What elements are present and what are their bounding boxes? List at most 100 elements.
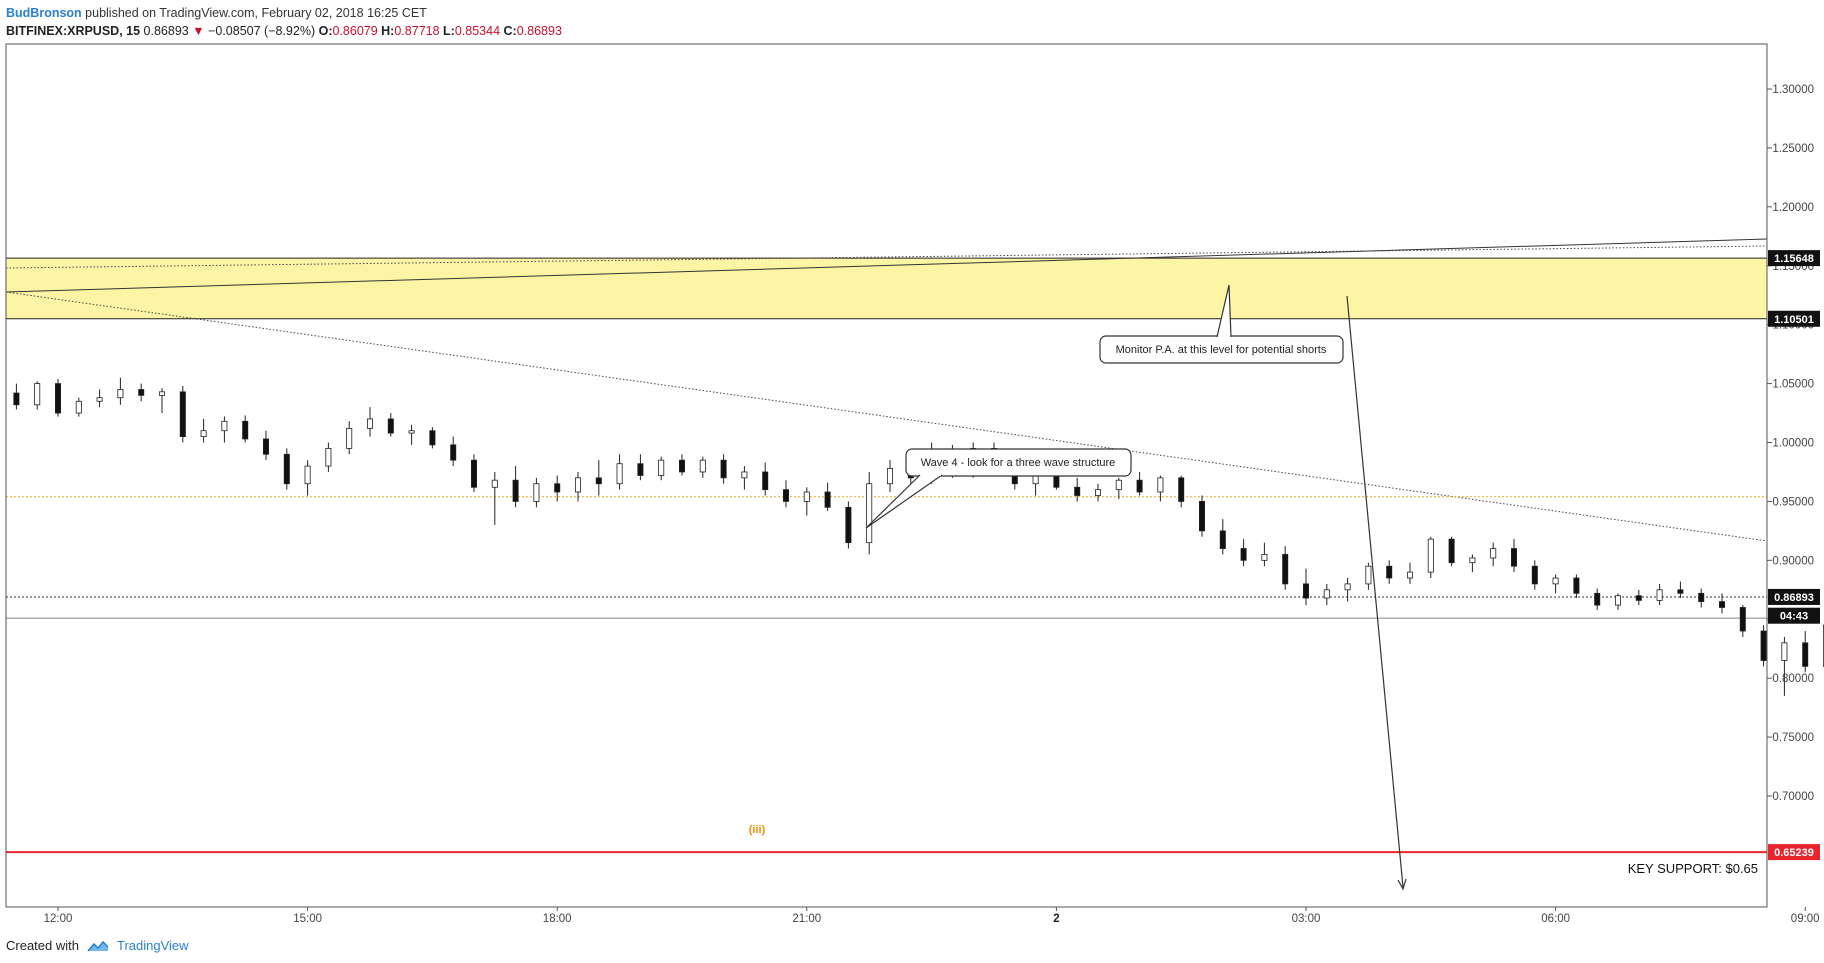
resistance-zone[interactable] <box>6 258 1767 319</box>
candle-body <box>658 459 665 476</box>
candle-body <box>1303 583 1310 599</box>
axes-layer: 1.300001.250001.200001.150001.100001.050… <box>5 43 1820 925</box>
x-tick-label: 2 <box>1053 913 1059 925</box>
callout-wave4-box[interactable] <box>905 448 1132 477</box>
callout-wave4-pointer <box>865 474 943 529</box>
candle-body <box>845 506 852 544</box>
candle-body <box>1635 595 1642 601</box>
y-tick-label: 1.00000 <box>1772 438 1814 450</box>
candle-body <box>616 463 623 485</box>
y-tick-label: 0.70000 <box>1772 791 1814 803</box>
x-tick-label: 09:00 <box>1791 913 1820 925</box>
candle-body <box>200 430 207 438</box>
candle-body <box>699 459 706 473</box>
wave-iii-label: (iii) <box>749 824 766 836</box>
price-change: −0.08507 (−8.92%) <box>208 24 316 38</box>
zone-layer <box>6 257 1767 320</box>
candle-body <box>262 438 269 455</box>
callout-monitor-pointer <box>1216 284 1232 338</box>
candle-body <box>1323 589 1330 599</box>
candle-body <box>1739 607 1746 632</box>
high-label: H: <box>381 24 395 38</box>
candle-body <box>1074 486 1081 496</box>
candle-body <box>1219 530 1226 549</box>
candle-body <box>55 383 62 414</box>
candle-body <box>429 430 436 446</box>
candle-body <box>491 479 498 488</box>
y-tick-label: 0.90000 <box>1772 555 1814 567</box>
candle-body <box>408 430 415 434</box>
author-link[interactable]: BudBronson <box>6 6 82 20</box>
candle-body <box>1407 571 1414 579</box>
y-tick-label: 1.05000 <box>1772 379 1814 391</box>
created-with-text: Created with <box>6 938 79 953</box>
y-tick-label: 0.95000 <box>1772 496 1814 508</box>
tradingview-link[interactable]: TradingView <box>116 938 189 953</box>
rising-dotted-trendline[interactable] <box>5 245 1768 269</box>
candle-body <box>1656 589 1663 601</box>
open-label: O: <box>318 24 333 38</box>
candle-body <box>1344 583 1351 591</box>
candle-body <box>179 391 186 438</box>
projection-arrow-line[interactable] <box>1346 295 1404 888</box>
published-text: published on TradingView.com, February 0… <box>85 6 427 20</box>
candle-body <box>575 477 582 493</box>
candle-body <box>470 459 477 488</box>
candle-body <box>1615 595 1622 606</box>
rising-trendline[interactable] <box>5 238 1768 293</box>
candle-body <box>866 483 873 544</box>
y-tick-label: 0.75000 <box>1772 732 1814 744</box>
arrow-head-icon <box>1397 878 1407 891</box>
candle-body <box>1115 479 1122 491</box>
close-label: C: <box>503 24 517 38</box>
candle-body <box>1781 642 1788 661</box>
candle-body <box>1261 554 1268 561</box>
key-support-label: KEY SUPPORT: $0.65 <box>1628 861 1758 876</box>
candle-body <box>762 471 769 491</box>
y-tick-label: 0.80000 <box>1772 673 1814 685</box>
x-tick-label: 03:00 <box>1292 913 1321 925</box>
x-tick-label: 06:00 <box>1541 913 1570 925</box>
candle-body <box>1698 592 1705 602</box>
falling-dotted-trendline[interactable] <box>5 291 1768 542</box>
candle-body <box>366 418 373 429</box>
footer: Created with TradingView <box>6 937 189 955</box>
candle-body <box>533 483 540 502</box>
candle-body <box>283 453 290 485</box>
down-arrow-icon: ▼ <box>192 24 205 38</box>
low-label: L: <box>443 24 455 38</box>
candle-body <box>637 463 644 476</box>
price-badge-label: 1.15648 <box>1774 253 1814 265</box>
candle-body <box>887 468 894 485</box>
price-badge-label: 0.65239 <box>1774 847 1814 859</box>
candle-body <box>595 477 602 485</box>
candle-body <box>1095 489 1102 496</box>
candle-body <box>1573 577 1580 594</box>
candle-body <box>824 491 831 508</box>
candle-body <box>1386 565 1393 579</box>
candle-body <box>1531 565 1538 585</box>
candle-body <box>741 471 748 479</box>
candle-body <box>1469 557 1476 564</box>
candle-body <box>346 427 353 449</box>
low-value: 0.85344 <box>454 24 501 38</box>
x-tick-label: 15:00 <box>293 913 322 925</box>
price-badge <box>1768 607 1820 624</box>
candle-body <box>1490 548 1497 559</box>
candle-body <box>1802 642 1809 667</box>
candle-body <box>304 465 311 485</box>
candle-body <box>158 391 165 396</box>
high-value: 0.87718 <box>394 24 440 38</box>
price-badge <box>1768 844 1820 861</box>
candle-body <box>1178 477 1185 502</box>
x-tick-label: 12:00 <box>44 913 73 925</box>
annotation-layer: KEY SUPPORT: $0.65 (iii) Monitor P.A. at t… <box>749 284 1758 891</box>
candle-body <box>720 459 727 479</box>
candle-body <box>138 389 145 396</box>
candle-body <box>1594 592 1601 606</box>
callout-monitor-text: Monitor P.A. at this level for potential… <box>1116 344 1327 356</box>
candle-body <box>34 383 41 406</box>
x-tick-label: 21:00 <box>792 913 821 925</box>
tradingview-logo-icon[interactable] <box>87 939 109 953</box>
